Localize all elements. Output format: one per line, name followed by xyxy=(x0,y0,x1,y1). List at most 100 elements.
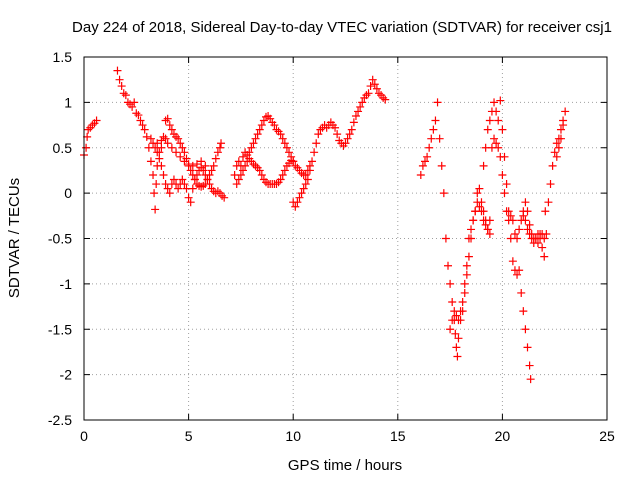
data-point xyxy=(184,160,193,169)
data-point xyxy=(446,325,455,334)
data-point xyxy=(163,139,172,148)
data-point xyxy=(255,166,264,175)
data-point xyxy=(247,143,256,152)
data-point xyxy=(473,198,482,207)
data-point xyxy=(506,211,515,220)
data-point xyxy=(199,181,208,190)
data-point xyxy=(149,170,158,179)
data-point xyxy=(418,161,427,170)
data-point xyxy=(236,170,245,179)
data-point xyxy=(556,125,565,134)
data-point xyxy=(251,161,260,170)
data-point xyxy=(186,198,195,207)
data-point xyxy=(121,91,130,100)
data-point xyxy=(372,84,381,93)
data-point xyxy=(435,134,444,143)
x-tick-label: 25 xyxy=(599,428,615,444)
data-point xyxy=(282,143,291,152)
data-point xyxy=(201,161,210,170)
data-point xyxy=(150,189,159,198)
data-point xyxy=(117,82,126,91)
data-point xyxy=(552,152,561,161)
data-point xyxy=(142,132,151,141)
data-point xyxy=(492,107,501,116)
data-point xyxy=(285,148,294,157)
x-tick-label: 5 xyxy=(185,428,193,444)
x-tick-label: 15 xyxy=(390,428,406,444)
data-point xyxy=(462,270,471,279)
data-point xyxy=(140,125,149,134)
data-point xyxy=(498,125,507,134)
data-point xyxy=(502,180,511,189)
data-point xyxy=(517,288,526,297)
data-point xyxy=(92,116,101,125)
data-point xyxy=(546,180,555,189)
data-point xyxy=(180,148,189,157)
data-series xyxy=(80,66,570,384)
data-point xyxy=(180,157,189,166)
data-point xyxy=(176,139,185,148)
data-point xyxy=(312,139,321,148)
data-point xyxy=(521,198,530,207)
data-point xyxy=(291,202,300,211)
data-point xyxy=(451,329,460,338)
data-point xyxy=(485,216,494,225)
data-point xyxy=(492,139,501,148)
data-point xyxy=(456,307,465,316)
data-point xyxy=(439,189,448,198)
data-point xyxy=(161,116,170,125)
data-point xyxy=(157,161,166,170)
data-point xyxy=(172,148,181,157)
data-point xyxy=(523,343,532,352)
data-point xyxy=(82,143,91,152)
data-point xyxy=(452,311,461,320)
data-point xyxy=(136,116,145,125)
data-point xyxy=(289,157,298,166)
data-point xyxy=(490,134,499,143)
data-point xyxy=(429,125,438,134)
data-point xyxy=(163,114,172,123)
data-point xyxy=(205,180,214,189)
data-point xyxy=(188,184,197,193)
y-tick-label: -1.5 xyxy=(48,321,72,337)
data-point xyxy=(232,180,241,189)
data-point xyxy=(293,198,302,207)
data-point xyxy=(305,166,314,175)
data-point xyxy=(130,98,139,107)
data-point xyxy=(502,207,511,216)
data-point xyxy=(541,207,550,216)
data-point xyxy=(314,130,323,139)
data-point xyxy=(128,102,137,111)
data-point xyxy=(494,116,503,125)
data-point xyxy=(84,125,93,134)
data-point xyxy=(280,139,289,148)
y-tick-label: -0.5 xyxy=(48,231,72,247)
data-point xyxy=(197,157,206,166)
data-point xyxy=(331,123,340,132)
data-point xyxy=(462,261,471,270)
data-point xyxy=(454,334,463,343)
data-point xyxy=(151,143,160,152)
data-point xyxy=(167,143,176,152)
data-point xyxy=(165,121,174,130)
data-point xyxy=(370,80,379,89)
data-point xyxy=(521,325,530,334)
data-point xyxy=(295,193,304,202)
data-point xyxy=(163,184,172,193)
data-point xyxy=(157,136,166,145)
data-point xyxy=(151,205,160,214)
data-point xyxy=(207,166,216,175)
data-point xyxy=(483,125,492,134)
y-tick-label: -1 xyxy=(60,276,73,292)
data-point xyxy=(458,298,467,307)
data-point xyxy=(316,125,325,134)
data-point xyxy=(441,234,450,243)
data-point xyxy=(155,154,164,163)
data-point xyxy=(347,125,356,134)
data-point xyxy=(257,121,266,130)
y-tick-label: -2.5 xyxy=(48,412,72,428)
data-point xyxy=(203,175,212,184)
data-point xyxy=(201,170,210,179)
data-point xyxy=(345,130,354,139)
